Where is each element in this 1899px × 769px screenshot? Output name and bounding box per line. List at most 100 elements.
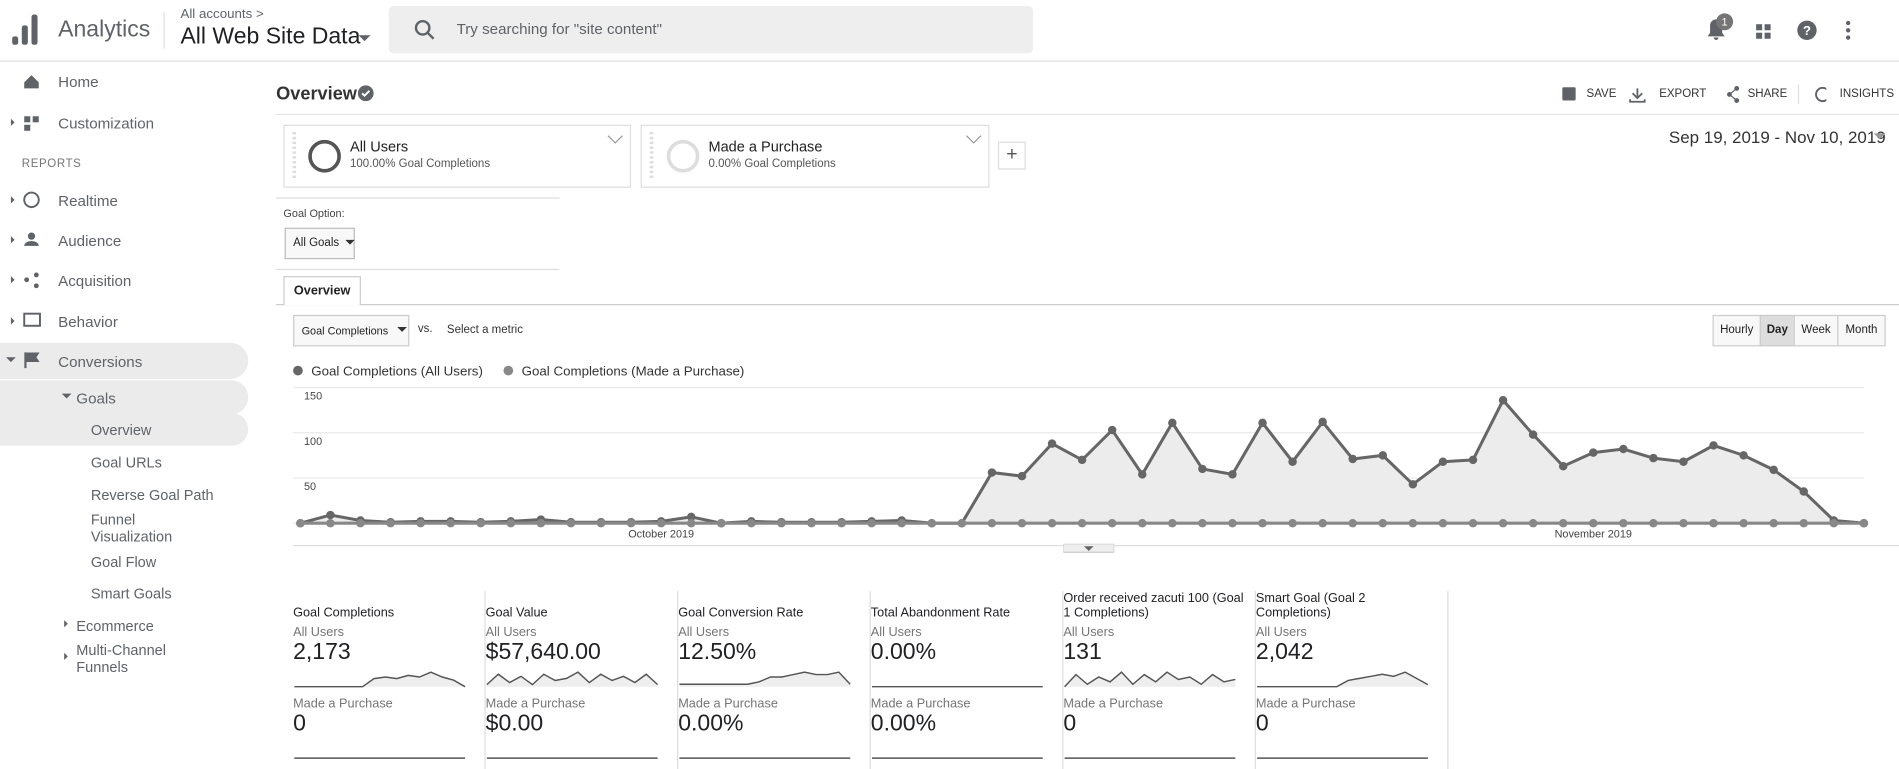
point [897, 518, 906, 528]
divider [276, 303, 1899, 306]
nav-item[interactable]: Ecommerce [76, 617, 154, 635]
segment-label: Made a Purchase [485, 696, 586, 711]
sparkline-area [679, 672, 851, 687]
metric-value: 2,173 [293, 639, 351, 665]
point [626, 518, 636, 528]
segment-detail: 0.00% Goal Completions [708, 157, 836, 171]
point [1498, 518, 1508, 528]
granularity-button[interactable]: Hourly [1712, 314, 1761, 347]
nav-item[interactable]: Conversions [58, 353, 143, 371]
nav-item[interactable]: Behavior [58, 313, 118, 331]
point [326, 518, 335, 528]
point [1288, 518, 1297, 528]
action-button[interactable]: SHARE [1747, 87, 1788, 101]
point [1438, 518, 1448, 528]
segment-label: All Users [678, 624, 730, 640]
date-range[interactable]: Sep 19, 2019 - Nov 10, 2019 [1668, 127, 1886, 147]
point [1679, 457, 1688, 466]
point [1498, 395, 1508, 405]
select-metric[interactable]: Select a metric [446, 323, 523, 337]
action-button[interactable]: SAVE [1586, 87, 1617, 101]
point [927, 518, 937, 528]
breadcrumb[interactable]: All accounts > [180, 7, 264, 22]
sparkline [1064, 757, 1236, 759]
nav-item[interactable]: Audience [58, 232, 122, 250]
tab[interactable]: Overview [283, 276, 361, 306]
sparkline [486, 671, 659, 687]
action-button[interactable]: EXPORT [1659, 87, 1707, 101]
sparkline-area [294, 672, 466, 687]
point [837, 518, 846, 528]
point [1649, 518, 1658, 528]
point [1138, 470, 1147, 479]
action-icons [1562, 84, 1827, 105]
scorecard: Goal Conversion Rate All Users 12.50% Made … [678, 591, 871, 769]
nav-item[interactable]: Goal Flow [90, 553, 157, 571]
granularity-button[interactable]: Month [1837, 314, 1886, 347]
segment-card[interactable] [640, 124, 990, 188]
legend-label: Goal Completions (Made a Purchase) [522, 363, 745, 378]
y-tick-label: 150 [304, 391, 322, 403]
point [1107, 518, 1117, 528]
scorecard-title: Goal Value [485, 605, 548, 621]
sidebar-icons [6, 75, 72, 661]
nav-item[interactable]: Goals [76, 389, 116, 407]
point [1619, 444, 1628, 454]
nav-item[interactable]: Overview [90, 421, 152, 439]
metric-value: 0.00% [870, 710, 937, 737]
segment-card[interactable] [283, 124, 631, 188]
point [1288, 457, 1297, 466]
granularity-button[interactable]: Week [1793, 314, 1839, 347]
nav-item[interactable]: Home [58, 73, 99, 91]
point [1318, 518, 1327, 528]
metric-value: $0.00 [485, 710, 544, 737]
chart-toggle[interactable] [1063, 543, 1115, 554]
point [1378, 518, 1388, 528]
caret [358, 35, 371, 42]
segment-label: All Users [1255, 624, 1307, 640]
search-box[interactable] [388, 6, 1034, 54]
nav-item[interactable]: Reverse Goal Path [90, 486, 214, 504]
notification-badge: 1 [1716, 13, 1734, 31]
nav-item[interactable]: Realtime [58, 192, 118, 210]
scorecard: Total Abandonment Rate All Users 0.00% Made… [871, 591, 1064, 769]
segment-icons [292, 132, 982, 181]
property-selector[interactable]: All Web Site Data [180, 24, 361, 50]
scorecard: Goal Value All Users $57,640.00 Made a Purc… [486, 591, 679, 769]
metric-dropdown[interactable]: Goal Completions [293, 314, 410, 347]
divider [276, 197, 560, 199]
point [476, 518, 485, 528]
granularity-button[interactable]: Day [1759, 314, 1795, 347]
point [656, 518, 666, 528]
goal-option-dropdown[interactable]: All Goals [284, 227, 355, 260]
point [867, 518, 876, 528]
point [1077, 455, 1087, 465]
point [446, 518, 455, 528]
sparkline-line [294, 671, 466, 688]
sparkline [486, 757, 658, 759]
add-segment[interactable]: + [997, 141, 1026, 170]
nav-item[interactable]: Multi-Channel Funnels [76, 641, 166, 676]
point [1829, 518, 1839, 528]
nav-item[interactable]: Smart Goals [90, 584, 172, 602]
nav-item[interactable]: Goal URLs [90, 454, 162, 472]
point [536, 518, 546, 528]
action-button[interactable]: INSIGHTS [1839, 87, 1895, 101]
sparkline-line [486, 671, 659, 686]
point [1528, 430, 1538, 439]
nav-item[interactable]: Customization [58, 115, 155, 133]
point [1047, 518, 1057, 528]
sparkline [1257, 671, 1429, 688]
verified-icon [357, 85, 374, 102]
nav-item[interactable]: Acquisition [58, 272, 132, 290]
point [326, 510, 335, 520]
point [686, 512, 696, 522]
point [1047, 439, 1057, 448]
nav-item[interactable]: Funnel Visualization [90, 511, 173, 545]
point [506, 518, 516, 528]
point [987, 518, 997, 528]
scorecard: Smart Goal (Goal 2 Completions) All Users… [1256, 591, 1449, 769]
scorecard-title: Total Abandonment Rate [870, 605, 1011, 621]
vs-label: vs. [417, 322, 433, 336]
point [596, 518, 606, 528]
